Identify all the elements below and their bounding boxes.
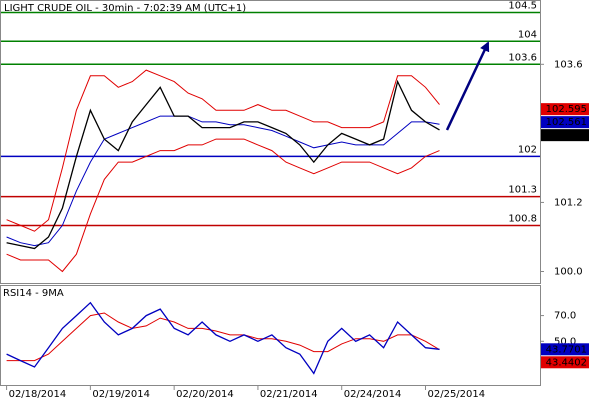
x-tick-label: 02/19/2014 xyxy=(92,389,150,400)
level-label: 100.8 xyxy=(508,213,537,224)
x-tick-label: 02/24/2014 xyxy=(344,389,402,400)
y-tick-label: 100.0 xyxy=(554,266,583,277)
last-value-box xyxy=(541,129,589,142)
series-line xyxy=(6,138,440,273)
series-line xyxy=(6,69,440,232)
level-label: 104.5 xyxy=(508,1,537,12)
level-label: 102 xyxy=(518,144,537,155)
last-value-box xyxy=(541,116,589,129)
y-tick-label: 103.6 xyxy=(554,59,583,70)
last-value-box xyxy=(541,103,589,116)
last-value-label: 43.7701 xyxy=(546,344,587,355)
y-tick-label: 50.0 xyxy=(554,336,576,347)
x-tick-label: 02/25/2014 xyxy=(427,389,485,400)
last-value-label: 102.46 xyxy=(552,130,587,141)
level-label: 101.3 xyxy=(508,185,537,196)
price-panel xyxy=(0,0,541,284)
x-tick-label: 02/21/2014 xyxy=(260,389,318,400)
last-value-label: 43.4402 xyxy=(546,357,587,368)
series-line xyxy=(6,79,440,250)
series-line xyxy=(6,301,440,375)
y-tick-label: 101.2 xyxy=(554,197,583,208)
x-tick-label: 02/18/2014 xyxy=(9,389,67,400)
forecast-arrow xyxy=(445,41,490,131)
x-tick-label: 02/20/2014 xyxy=(176,389,234,400)
level-label: 103.6 xyxy=(508,52,537,63)
last-value-label: 102.561 xyxy=(546,117,587,128)
last-value-label: 102.595 xyxy=(546,104,587,115)
y-tick-label: 70.0 xyxy=(554,311,576,322)
last-value-box xyxy=(541,356,589,369)
last-value-box xyxy=(541,343,589,356)
series-line xyxy=(6,312,440,362)
rsi-title: RSI14 - 9MA xyxy=(3,288,64,299)
series-line xyxy=(6,115,440,247)
level-label: 104 xyxy=(518,29,537,40)
chart-title: LIGHT CRUDE OIL - 30min - 7:02:39 AM (UT… xyxy=(4,3,246,14)
